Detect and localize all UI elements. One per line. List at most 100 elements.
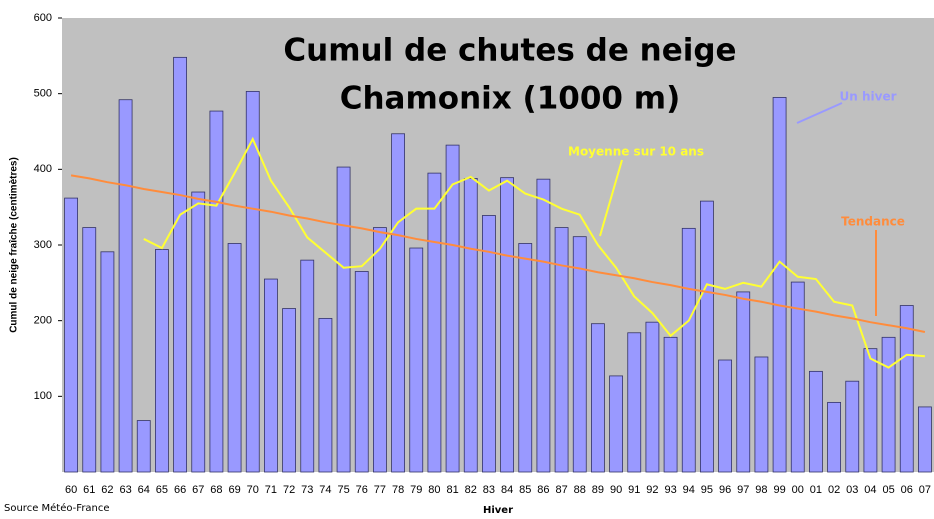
x-tick-label: 80 [428,484,440,496]
bar [845,380,860,473]
bar [64,197,78,473]
bar [136,420,151,473]
x-tick-label: 92 [646,484,658,496]
x-tick-label: 72 [283,484,295,496]
y-tick-label: 600 [34,12,52,24]
bar [482,215,496,473]
x-tick-label: 85 [519,484,531,496]
bar [627,332,642,473]
bar [227,243,242,473]
x-tick-label: 83 [483,484,495,496]
bar [282,308,296,473]
bar [736,291,751,473]
bar [536,178,551,473]
bar [554,227,569,473]
bar [391,133,405,473]
x-tick-label: 71 [265,484,277,496]
bar [827,401,841,473]
x-tick-label: 66 [174,484,186,496]
y-tick-label: 200 [34,315,52,327]
x-tick-label: 61 [83,484,95,496]
bar [663,336,678,473]
arrow [796,102,843,124]
x-tick-label: 94 [683,484,695,496]
bar [681,227,696,473]
bar [155,249,169,473]
bar [645,321,660,473]
bar [245,90,260,473]
bar [700,200,714,473]
x-tick-label: 91 [628,484,640,496]
bar [191,191,206,473]
x-tick-label: 02 [828,484,840,496]
bar [300,259,315,473]
bar [772,97,787,473]
arrow [599,159,623,237]
x-tick-label: 98 [755,484,767,496]
x-tick-label: 05 [882,484,894,496]
bar [373,227,387,473]
bar [518,243,533,473]
bar [463,178,478,473]
x-tick-label: 62 [101,484,113,496]
x-tick-label: 69 [228,484,240,496]
bar [500,177,514,473]
line [70,174,926,333]
bar [318,317,333,473]
x-tick-label: 99 [773,484,785,496]
x-tick-label: 60 [65,484,77,496]
x-tick-label: 73 [301,484,313,496]
y-tick-label: 300 [34,239,52,251]
x-tick-label: 96 [719,484,731,496]
x-tick-label: 84 [501,484,513,496]
x-tick-label: 67 [192,484,204,496]
x-tick-label: 04 [864,484,876,496]
annotation: Tendance [841,215,905,229]
x-tick-label: 75 [337,484,349,496]
x-tick-label: 70 [247,484,259,496]
x-tick-label: 82 [465,484,477,496]
bar [809,370,823,473]
x-tick-label: 63 [119,484,131,496]
bar [336,166,351,473]
source: Source Météo-France [4,502,110,514]
x-tick-label: 07 [919,484,931,496]
chart-title: Cumul de chutes de neige [283,33,736,69]
x-tick-label: 95 [701,484,713,496]
x-tick-label: 64 [138,484,150,496]
bar [718,359,732,473]
x-tick-label: 06 [901,484,913,496]
bar [790,281,805,473]
x-tick-label: 77 [374,484,386,496]
x-tick-label: 65 [156,484,168,496]
x-tick-label: 01 [810,484,822,496]
y-tick-label: 500 [34,88,52,100]
x-tick-label: 87 [555,484,567,496]
annotation: Un hiver [840,90,897,104]
x-tick-label: 81 [446,484,458,496]
bar [754,356,769,473]
bar [118,99,133,473]
chart-title: Chamonix (1000 m) [340,81,681,117]
y-tick-label: 100 [34,390,52,402]
x-tick-label: 79 [410,484,422,496]
bar [409,247,424,473]
bar [863,348,878,473]
x-tick-label: 88 [574,484,586,496]
bar [82,227,97,473]
bar [100,251,115,473]
line [143,136,925,369]
x-tick-label: 00 [792,484,804,496]
x-tick-label: 90 [610,484,622,496]
bar [445,144,460,473]
y-axis-label: Cumul de neige fraîche (centimètres) [9,157,20,333]
x-tick-label: 76 [356,484,368,496]
bar [427,172,442,473]
x-tick-label: 03 [846,484,858,496]
x-axis-label: Hiver [483,505,513,515]
bar [209,110,224,473]
bar [173,56,187,473]
bar [918,406,932,473]
x-tick-label: 97 [737,484,749,496]
